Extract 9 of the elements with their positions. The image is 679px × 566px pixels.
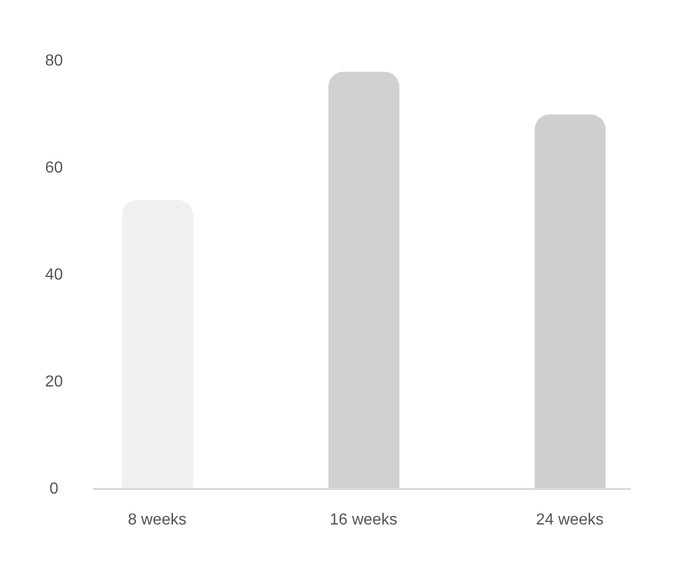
y-tick-label: 20 <box>45 374 63 390</box>
y-tick-label: 80 <box>45 52 63 70</box>
y-tick-label: 40 <box>45 266 63 284</box>
bar <box>122 200 193 489</box>
y-tick-label: 60 <box>45 160 63 176</box>
y-tick-label: 0 <box>50 480 59 498</box>
x-tick-label: 16 weeks <box>330 511 398 528</box>
x-tick-label: 24 weeks <box>536 511 604 528</box>
x-tick-label: 8 weeks <box>128 511 187 528</box>
